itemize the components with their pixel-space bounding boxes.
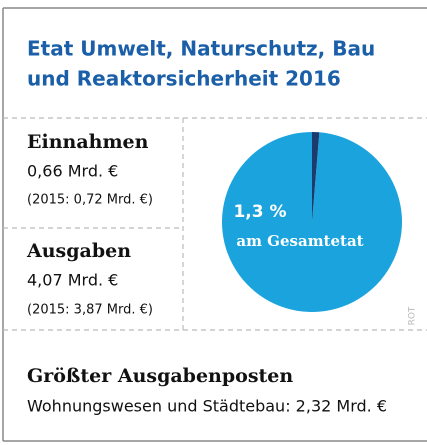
income-heading: Einnahmen: [27, 131, 149, 153]
pie-slice: [312, 132, 320, 222]
credit: ROT: [408, 306, 418, 325]
value-label: 1,3 %: [233, 202, 286, 222]
expenses-heading: Ausgaben: [26, 240, 131, 262]
expenses-amount: 4,07 Mrd. €: [27, 271, 118, 290]
expenses-previous: (2015: 3,87 Mrd. €): [27, 303, 153, 318]
income-amount: 0,66 Mrd. €: [27, 162, 118, 181]
chart-subtitle: und Reaktorsicherheit 2016: [27, 67, 341, 91]
largest-heading: Größter Ausgabenposten: [27, 365, 293, 387]
pie: [222, 132, 403, 313]
chart-title: Etat Umwelt, Naturschutz, Bau: [27, 37, 375, 61]
annotation: am Gesamtetat: [236, 232, 363, 250]
pie-slice: [222, 132, 403, 313]
largest-text: Wohnungswesen und Städtebau: 2,32 Mrd. €: [27, 397, 387, 416]
income-previous: (2015: 0,72 Mrd. €): [27, 193, 153, 208]
